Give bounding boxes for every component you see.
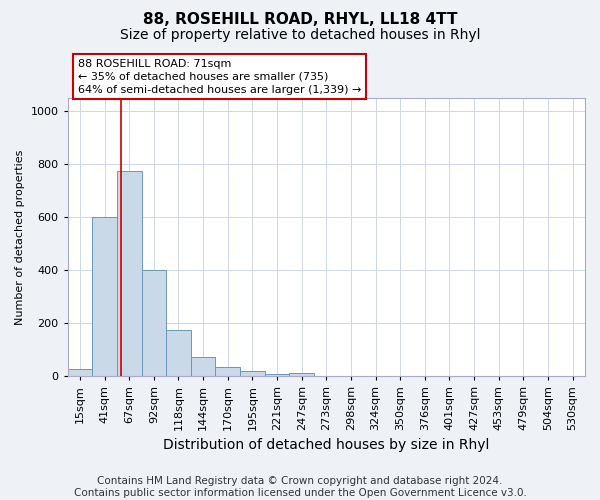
Y-axis label: Number of detached properties: Number of detached properties	[15, 149, 25, 324]
X-axis label: Distribution of detached houses by size in Rhyl: Distribution of detached houses by size …	[163, 438, 490, 452]
Bar	[240, 371, 265, 376]
Text: 88, ROSEHILL ROAD, RHYL, LL18 4TT: 88, ROSEHILL ROAD, RHYL, LL18 4TT	[143, 12, 457, 28]
Bar	[68, 368, 92, 376]
Bar	[215, 366, 240, 376]
Text: Size of property relative to detached houses in Rhyl: Size of property relative to detached ho…	[120, 28, 480, 42]
Text: Contains HM Land Registry data © Crown copyright and database right 2024.
Contai: Contains HM Land Registry data © Crown c…	[74, 476, 526, 498]
Bar	[166, 330, 191, 376]
Bar	[142, 270, 166, 376]
Bar	[92, 217, 117, 376]
Bar	[265, 374, 289, 376]
Bar	[191, 358, 215, 376]
Bar	[289, 374, 314, 376]
Text: 88 ROSEHILL ROAD: 71sqm
← 35% of detached houses are smaller (735)
64% of semi-d: 88 ROSEHILL ROAD: 71sqm ← 35% of detache…	[78, 58, 361, 95]
Bar	[117, 170, 142, 376]
